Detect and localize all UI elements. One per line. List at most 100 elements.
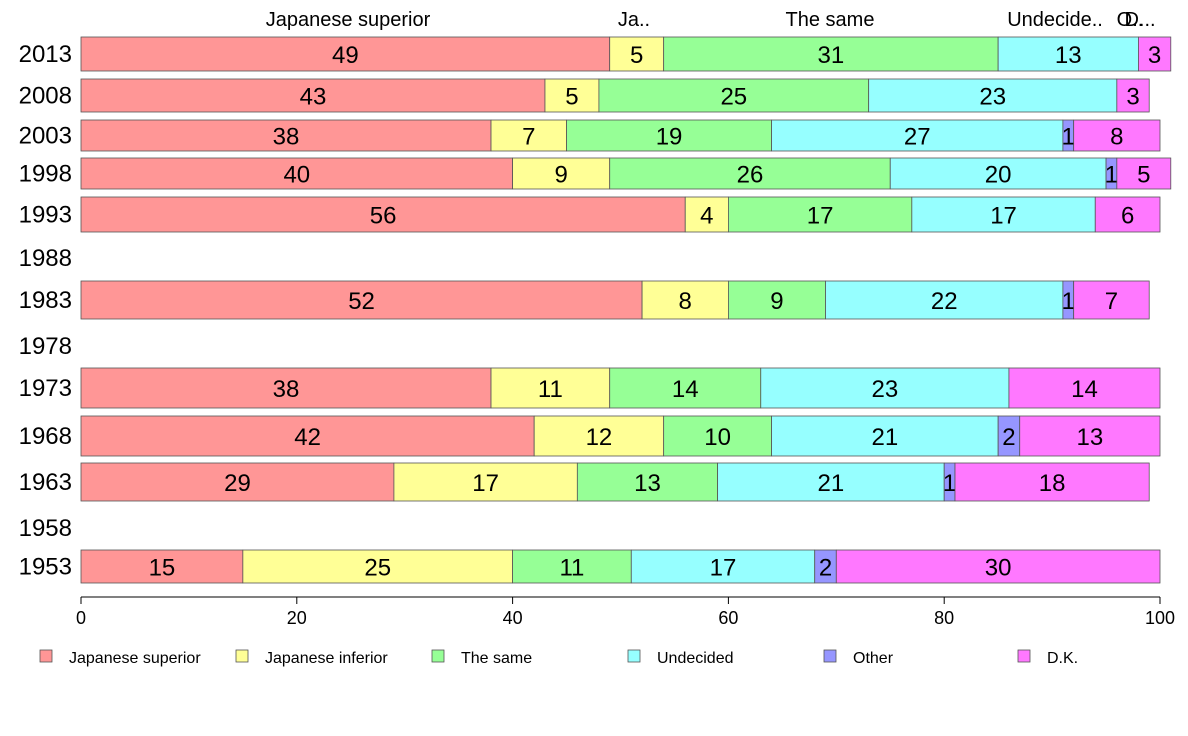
data-label: 31: [818, 42, 845, 69]
bar-segment: [868, 78, 1118, 113]
bar-segment: [80, 367, 492, 409]
data-label: 2: [819, 555, 832, 582]
data-label: 5: [565, 84, 578, 111]
legend-label: D.K.: [1047, 650, 1078, 667]
data-label: 12: [586, 424, 613, 451]
bar-segment: [544, 78, 600, 113]
legend-swatch: [235, 649, 249, 663]
year-label-1988: 1988: [19, 245, 72, 272]
data-label: 4: [700, 203, 713, 230]
bar-segment: [911, 196, 1096, 233]
x-tick-label: 40: [503, 608, 523, 628]
bar-segment: [393, 462, 578, 502]
data-label: 5: [630, 42, 643, 69]
legend-swatch: [1017, 649, 1031, 663]
data-label: 22: [931, 288, 958, 315]
data-label: 23: [872, 376, 899, 403]
legend-label: Other: [853, 650, 894, 667]
year-label-2003: 2003: [19, 123, 72, 150]
year-label-2008: 2008: [19, 83, 72, 110]
data-label: 30: [985, 555, 1012, 582]
data-label: 43: [300, 84, 327, 111]
bar-segment: [1008, 367, 1161, 409]
bar-segment: [609, 367, 762, 409]
data-label: 10: [704, 424, 731, 451]
x-tick-label: 80: [934, 608, 954, 628]
bar-segment: [630, 549, 816, 584]
data-label: 6: [1121, 203, 1134, 230]
bar-segment: [80, 196, 686, 233]
data-label: 13: [1055, 42, 1082, 69]
top-series-label: Undecide..: [1007, 9, 1103, 31]
data-label: 20: [985, 162, 1012, 189]
bar-segment: [728, 196, 913, 233]
data-label: 13: [1077, 424, 1104, 451]
data-label: 21: [872, 424, 899, 451]
bar-segment: [825, 280, 1064, 320]
legend-label: The same: [461, 650, 532, 667]
bar-segment: [641, 280, 729, 320]
data-label: 17: [807, 203, 834, 230]
data-label: 2: [1002, 424, 1015, 451]
bar-segment: [771, 119, 1064, 152]
data-label: 7: [522, 124, 535, 151]
data-label: 49: [332, 42, 359, 69]
data-label: 11: [559, 555, 584, 582]
data-label: 11: [538, 376, 563, 403]
data-label: 1: [1062, 288, 1075, 315]
bar-segment: [490, 367, 611, 409]
bar-segment: [609, 157, 891, 190]
bar-segment: [80, 157, 514, 190]
year-label-1968: 1968: [19, 423, 72, 450]
legend-swatch: [823, 649, 837, 663]
legend-swatch: [431, 649, 445, 663]
data-label: 17: [472, 470, 499, 497]
x-axis: 0 20 40 60 80 100: [76, 596, 1175, 628]
year-label-2013: 2013: [19, 41, 72, 68]
data-label: 7: [1105, 288, 1118, 315]
bar-segment: [566, 119, 772, 152]
data-label: 15: [149, 555, 176, 582]
top-series-label: Ja..: [618, 9, 650, 31]
data-label: 42: [294, 424, 321, 451]
data-label: 8: [679, 288, 692, 315]
bar-segment: [490, 119, 567, 152]
x-tick-label: 60: [718, 608, 738, 628]
data-label: 19: [656, 124, 683, 151]
bar-segment: [80, 549, 244, 584]
data-label: 29: [224, 470, 251, 497]
legend-swatch: [39, 649, 53, 663]
data-label: 14: [1071, 376, 1098, 403]
top-series-label: D...: [1124, 9, 1155, 31]
data-label: 38: [273, 124, 300, 151]
bar-segment: [771, 415, 999, 457]
bar-segment: [684, 196, 729, 233]
bar-segment: [609, 36, 665, 72]
year-label-1973: 1973: [19, 375, 72, 402]
data-label: 1: [1105, 162, 1118, 189]
year-labels-group: 2013 2008 2003 1998 1993 1988 1983 1978 1973 1968…: [19, 41, 72, 581]
bar-segment: [80, 78, 546, 113]
data-label: 9: [554, 162, 567, 189]
top-series-label: Japanese superior: [266, 9, 431, 31]
legend-swatch: [627, 649, 641, 663]
top-series-label: The same: [786, 9, 875, 31]
year-label-1983: 1983: [19, 287, 72, 314]
bar-segment: [760, 367, 1010, 409]
year-label-1978: 1978: [19, 333, 72, 360]
data-label: 25: [364, 555, 391, 582]
year-label-1963: 1963: [19, 469, 72, 496]
bar-segment: [80, 280, 643, 320]
data-label: 25: [720, 84, 747, 111]
bar-segment: [728, 280, 826, 320]
data-label: 3: [1126, 84, 1139, 111]
bar-segment: [512, 549, 632, 584]
legend-label: Undecided: [657, 650, 734, 667]
legend-label: Japanese superior: [69, 650, 201, 667]
data-label: 1: [1062, 124, 1075, 151]
data-label: 13: [634, 470, 661, 497]
x-tick-label: 100: [1145, 608, 1175, 628]
x-tick-label: 0: [76, 608, 86, 628]
legend: Japanese superior Japanese inferior The sa…: [39, 649, 1078, 667]
